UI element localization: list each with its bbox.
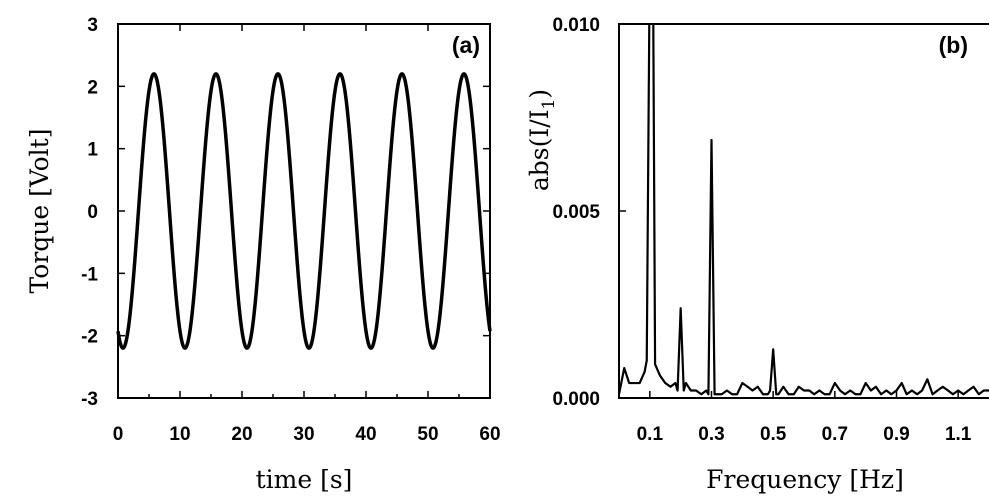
- panel-b-spectrum-line: [619, 24, 989, 396]
- panel-b-tick-labels: 0.1 0.3 0.5 0.7 0.9 1.1 0.000 0.005 0.010: [552, 15, 971, 445]
- panel-a-x-tick-label: 40: [355, 424, 376, 445]
- panel-b-label: (b): [939, 32, 968, 58]
- panel-b-x-tick-label: 0.7: [822, 424, 848, 445]
- panel-b-y-axis-title-close: ): [525, 89, 554, 99]
- panel-a-y-tick-label: -3: [81, 389, 98, 410]
- panel-b-y-axis-title-subscript: 1: [539, 99, 559, 110]
- panel-a-x-tick-label: 60: [479, 424, 500, 445]
- panel-a-x-tick-label: 20: [231, 424, 252, 445]
- panel-a-tick-labels: 0 10 20 30 40 50 60 -3 -2 -1 0 1 2 3: [81, 15, 500, 445]
- panel-a-y-tick-label: -1: [81, 264, 98, 285]
- panel-b-x-tick-label: 0.5: [760, 424, 787, 445]
- panel-a-torque-line: [116, 72, 492, 350]
- panel-b-y-tick-label: 0.005: [552, 202, 600, 223]
- panel-a-x-tick-label: 0: [113, 424, 124, 445]
- panel-b-ticks: [619, 23, 959, 399]
- panel-a-y-axis-title: Torque [Volt]: [25, 129, 54, 294]
- panel-a-y-tick-label: 3: [87, 15, 98, 36]
- panel-b-x-tick-label: 0.1: [637, 424, 664, 445]
- panel-a-y-tick-label: 2: [87, 77, 98, 98]
- panel-b-x-tick-label: 1.1: [945, 424, 972, 445]
- panel-a-y-tick-label: 1: [87, 140, 98, 161]
- panel-a-chart: 0 10 20 30 40 50 60 -3 -2 -1 0 1 2 3 (a) time [s] Tor…: [25, 15, 501, 494]
- panel-b-y-tick-label: 0.000: [552, 389, 600, 410]
- panel-a-x-tick-label: 50: [417, 424, 438, 445]
- panel-a-label: (a): [452, 32, 480, 58]
- panel-b-y-tick-label: 0.010: [552, 15, 600, 36]
- panel-a-x-axis-title: time [s]: [256, 465, 353, 494]
- panel-b-x-tick-label: 0.3: [698, 424, 724, 445]
- panel-a-x-tick-label: 10: [169, 424, 190, 445]
- panel-b-x-tick-label: 0.9: [883, 424, 909, 445]
- panel-b-x-axis-title: Frequency [Hz]: [706, 465, 904, 494]
- panel-a-y-tick-label: -2: [81, 327, 98, 348]
- panel-a-y-tick-label: 0: [87, 202, 98, 223]
- panel-b-chart: 0.1 0.3 0.5 0.7 0.9 1.1 0.000 0.005 0.010 (b) Fr…: [525, 15, 989, 494]
- panel-b-y-axis-title: abs(I/I1): [525, 89, 559, 191]
- panel-b-y-axis-title-main: abs(I/I: [525, 109, 554, 191]
- panel-a-x-tick-label: 30: [293, 424, 314, 445]
- panel-b-plot-frame: [618, 23, 989, 399]
